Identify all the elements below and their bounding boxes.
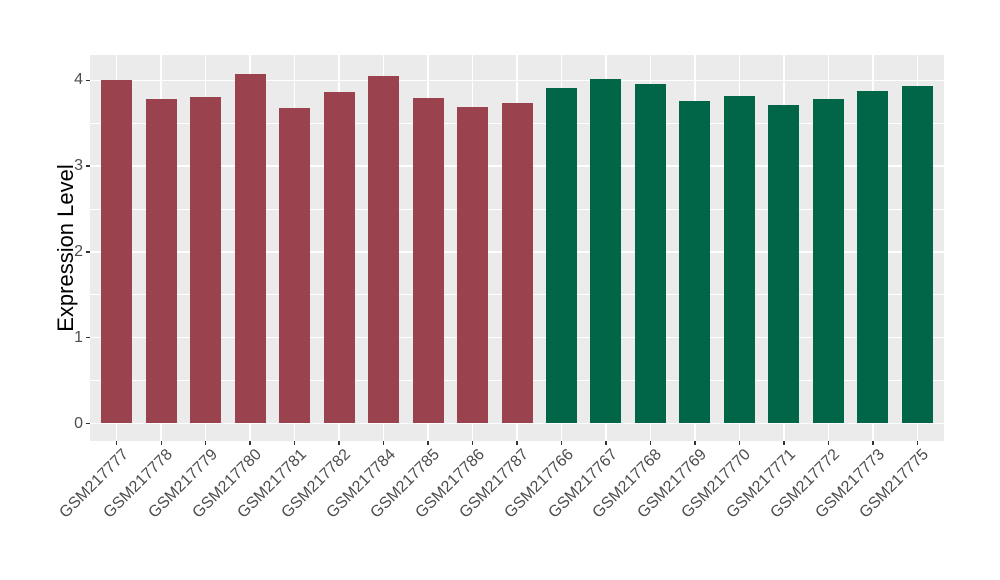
- bar: [323, 92, 355, 424]
- y-tick-mark: [86, 165, 90, 167]
- bar: [457, 106, 489, 424]
- bar: [723, 95, 755, 424]
- y-tick-mark: [86, 251, 90, 253]
- x-tick-mark: [916, 441, 918, 445]
- bar: [190, 97, 222, 424]
- plot-panel: [90, 55, 944, 441]
- y-tick-label: 1: [74, 328, 83, 346]
- x-tick-mark: [116, 441, 118, 445]
- bar: [501, 103, 533, 424]
- bar: [368, 76, 400, 424]
- x-tick-mark: [827, 441, 830, 445]
- bar: [634, 83, 666, 424]
- x-tick-mark: [382, 441, 385, 445]
- bar: [901, 86, 933, 424]
- x-tick-mark: [560, 441, 563, 445]
- bar: [679, 100, 711, 424]
- y-tick-label: 3: [74, 157, 83, 175]
- bar: [234, 74, 266, 424]
- bar: [412, 98, 444, 424]
- y-tick-mark: [86, 422, 90, 425]
- y-tick-label: 4: [74, 71, 83, 89]
- x-tick-mark: [427, 441, 429, 445]
- bar: [590, 78, 622, 424]
- x-tick-mark: [293, 441, 296, 445]
- x-tick-mark: [338, 441, 340, 445]
- bar: [812, 99, 844, 424]
- y-tick-label: 0: [74, 414, 83, 432]
- x-tick-mark: [872, 441, 874, 445]
- x-tick-mark: [471, 441, 474, 445]
- x-tick-mark: [516, 441, 518, 445]
- x-tick-mark: [649, 441, 652, 445]
- bar: [857, 90, 889, 424]
- y-tick-label: 2: [74, 242, 83, 260]
- bar: [768, 105, 800, 424]
- x-tick-mark: [205, 441, 207, 445]
- bar: [546, 88, 577, 424]
- x-tick-mark: [738, 441, 741, 445]
- bar: [145, 99, 177, 424]
- y-tick-mark: [86, 337, 90, 339]
- x-tick-mark: [694, 441, 696, 445]
- x-tick-mark: [160, 441, 162, 445]
- x-tick-mark: [783, 441, 785, 445]
- x-tick-mark: [249, 441, 251, 445]
- x-tick-mark: [605, 441, 607, 445]
- bar: [101, 80, 133, 424]
- bar: [279, 107, 311, 424]
- y-tick-mark: [86, 79, 90, 81]
